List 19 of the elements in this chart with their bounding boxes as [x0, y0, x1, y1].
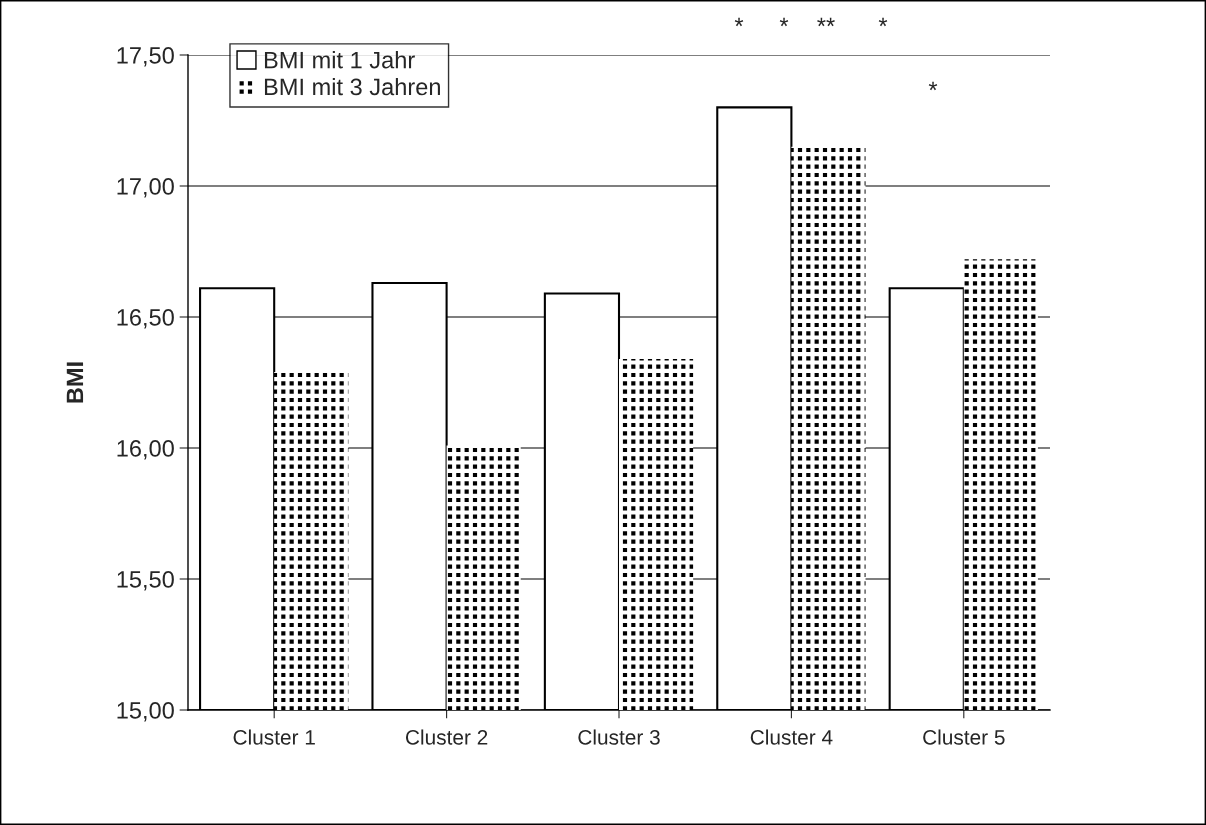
x-tick-label: Cluster 1: [233, 729, 315, 745]
y-tick-label: 16,50: [117, 309, 174, 329]
x-tick-label: Cluster 4: [750, 729, 833, 745]
y-tick-label: 17,00: [117, 178, 174, 198]
text: **: [817, 17, 835, 27]
x-tick-label: Cluster 5: [923, 729, 1005, 745]
text: *: [734, 17, 744, 27]
annotation: *: [928, 81, 938, 91]
legend-label: BMI mit 1 Jahr: [264, 51, 415, 69]
legend-label: BMI mit 3 Jahren: [264, 77, 440, 96]
y-tick-label: 16,00: [117, 440, 174, 460]
text: *: [878, 17, 888, 27]
x-tick-label: Cluster 3: [578, 729, 660, 745]
y-tick-label: 17,50: [117, 47, 174, 67]
y-tick-label: 15,00: [117, 702, 174, 722]
y-axis-title: BMI: [66, 362, 84, 403]
y-tick-label: 15,50: [117, 571, 174, 591]
text: *: [779, 17, 789, 27]
x-tick-label: Cluster 2: [405, 729, 488, 745]
